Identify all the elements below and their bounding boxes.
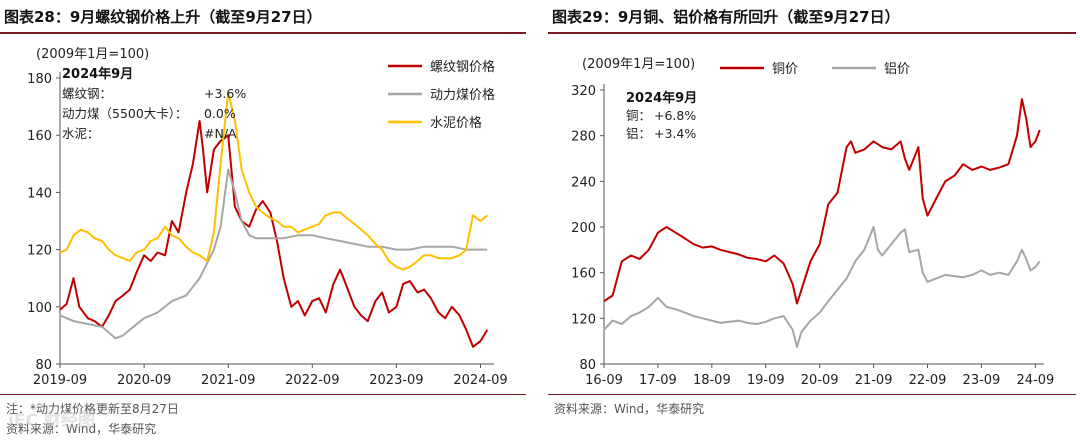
y-tick-label: 80 <box>579 358 596 373</box>
x-tick-label: 2020-09 <box>117 373 171 388</box>
x-tick-label: 2021-09 <box>201 373 255 388</box>
y-tick-label: 240 <box>571 175 596 190</box>
chart-title: 图表28：9月螺纹钢价格上升（截至9月27日） <box>4 8 322 26</box>
annotation-label: 动力煤（5500大卡）： <box>62 106 188 121</box>
x-tick-label: 16-09 <box>585 373 623 388</box>
chart-right: (2009年1月=100) 80 120 160 200 240 280 320 16-09 17… <box>571 57 1054 388</box>
chart-panel-right: 图表29：9月铜、铝价格有所回升（截至9月27日） (2009年1月=100) 8… <box>548 0 1080 442</box>
series-line-0 <box>59 119 489 348</box>
x-tick-label: 18-09 <box>693 373 731 388</box>
y-tick-label: 320 <box>571 84 596 99</box>
series-line-1 <box>603 226 1041 348</box>
annotation-header: 2024年9月 <box>62 66 133 82</box>
chart-source: 资料来源：Wind，华泰研究 <box>6 422 157 436</box>
title-divider <box>0 32 526 34</box>
chart-title: 图表29：9月铜、铝价格有所回升（截至9月27日） <box>552 8 900 26</box>
footer-divider <box>548 394 1076 395</box>
y-tick-label: 200 <box>571 221 596 236</box>
x-tick-label: 23-09 <box>963 373 1001 388</box>
y-tick-label: 160 <box>571 267 596 282</box>
y-tick-label: 280 <box>571 130 596 145</box>
x-tick-label: 24-09 <box>1016 373 1054 388</box>
annotation-label: 水泥： <box>62 126 100 141</box>
y-tick-label: 120 <box>571 312 596 327</box>
x-tick-label: 22-09 <box>909 373 947 388</box>
annotation-label: 铝： <box>626 126 651 141</box>
legend-label: 螺纹钢价格 <box>430 59 495 75</box>
x-tick-label: 20-09 <box>801 373 839 388</box>
y-tick-label: 160 <box>27 129 52 144</box>
y-tick-label: 140 <box>27 186 52 201</box>
legend-label: 动力煤价格 <box>430 87 495 103</box>
annotation-label: 螺纹钢： <box>62 86 112 101</box>
unit-label: (2009年1月=100) <box>582 57 695 72</box>
unit-label: (2009年1月=100) <box>36 47 149 62</box>
legend-label: 水泥价格 <box>430 115 482 131</box>
chart-note: 注：*动力煤价格更新至8月27日 <box>6 402 179 416</box>
annotation-value: #N/A <box>204 126 237 141</box>
annotation-value: +6.8% <box>654 108 696 123</box>
y-tick-label: 120 <box>27 244 52 259</box>
annotation-value: 0.0% <box>204 106 236 121</box>
x-tick-label: 2022-09 <box>285 373 339 388</box>
x-tick-label: 21-09 <box>855 373 893 388</box>
x-tick-label: 2024-09 <box>453 373 507 388</box>
legend-label: 铜价 <box>772 62 798 77</box>
x-tick-label: 2019-09 <box>33 373 87 388</box>
annotation-header: 2024年9月 <box>626 90 697 106</box>
legend-label: 铝价 <box>884 62 910 77</box>
x-tick-label: 19-09 <box>747 373 785 388</box>
watermark: iFC 财经图 <box>8 411 95 431</box>
footer-divider <box>0 394 526 395</box>
series-line-2 <box>59 91 488 271</box>
chart-source: 资料来源：Wind，华泰研究 <box>554 402 705 416</box>
y-tick-label: 180 <box>27 72 52 87</box>
series-line-1 <box>59 168 488 340</box>
annotation-label: 铜： <box>626 108 651 123</box>
y-tick-label: 80 <box>35 358 52 373</box>
x-tick-label: 2023-09 <box>369 373 423 388</box>
annotation-value: +3.6% <box>204 86 246 101</box>
chart-left: (2009年1月=100) 80 100 120 140 160 180 2019-09 202… <box>27 47 508 388</box>
chart-panel-left: 图表28：9月螺纹钢价格上升（截至9月27日） (2009年1月=100) 80 1… <box>0 0 530 442</box>
x-tick-label: 17-09 <box>639 373 677 388</box>
series-line-0 <box>603 98 1041 305</box>
annotation-value: +3.4% <box>654 126 696 141</box>
y-tick-label: 100 <box>27 301 52 316</box>
title-divider <box>548 32 1076 34</box>
